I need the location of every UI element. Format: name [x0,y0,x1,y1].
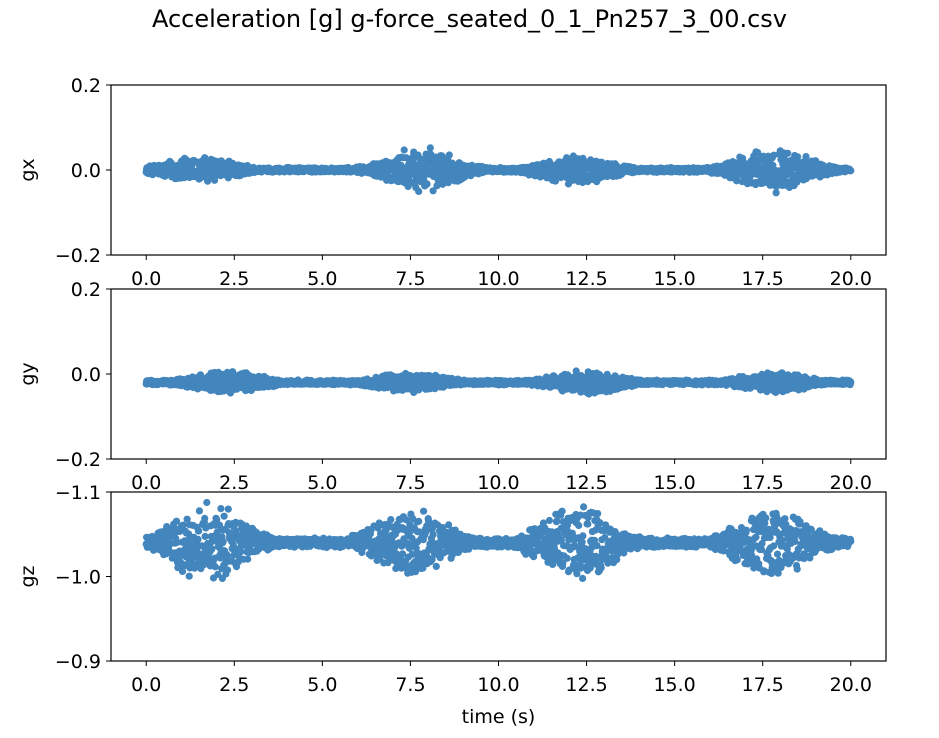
x-tick-label: 12.5 [565,472,607,494]
data-points [142,144,855,197]
data-point [429,187,437,195]
x-tick-label: 15.0 [653,268,695,290]
x-tick-label: 7.5 [395,268,425,290]
x-tick-label: 0.0 [131,268,161,290]
data-point [387,516,395,524]
data-point [415,187,423,195]
y-axis-label: gx [17,158,39,181]
data-point [195,507,203,515]
x-tick-label: 10.0 [477,472,519,494]
data-point [224,505,232,513]
x-tick-label: 0.0 [131,472,161,494]
data-point [211,176,219,184]
data-point [847,378,855,386]
y-axis-label: gy [17,362,39,385]
data-point [244,555,252,563]
data-point [224,566,232,574]
data-point [429,531,437,539]
data-points [142,367,855,398]
data-point [220,512,228,520]
data-point [219,538,227,546]
data-point [420,507,428,515]
x-tick-label: 17.5 [742,268,784,290]
y-tick-label: 0.0 [71,364,101,386]
data-point [794,153,802,161]
subplot-gz: 0.0 2.5 5.0 7.5 10.0 12.5 15.0 17.5 20.0−1.1−1.0… [17,482,887,728]
data-point [203,498,211,507]
data-point [217,505,225,513]
data-point [415,517,423,525]
data-point [208,545,216,553]
x-tick-label: 20.0 [830,472,872,494]
data-point [400,146,408,154]
chart-title: Acceleration [g] g-force_seated_0_1_Pn25… [151,5,787,33]
x-tick-label: 15.0 [653,472,695,494]
data-point [201,514,209,523]
x-tick-label: 2.5 [219,472,249,494]
data-point [733,177,741,185]
x-tick-label: 5.0 [307,472,337,494]
x-tick-label: 7.5 [395,472,425,494]
data-point [195,527,203,535]
x-tick-label: 12.5 [565,268,607,290]
data-point [211,563,219,571]
data-point [194,535,202,544]
y-tick-label: 0.0 [71,160,101,182]
data-point [204,177,212,185]
x-tick-label: 2.5 [219,268,249,290]
x-tick-label: 20.0 [830,268,872,290]
data-point [754,149,762,157]
x-tick-label: 17.5 [742,472,784,494]
data-point [185,572,193,580]
data-point [423,180,431,188]
data-point [433,182,441,190]
data-point [847,167,855,175]
data-point [772,189,780,197]
y-tick-label: 0.2 [71,75,101,97]
data-points [142,498,855,583]
data-point [426,144,434,152]
x-tick-label: 10.0 [477,268,519,290]
y-tick-label: 0.2 [71,279,101,301]
subplot-gx: 0.0 2.5 5.0 7.5 10.0 12.5 15.0 17.5 20.0 0.2 0.0 −0… [17,75,887,290]
subplot-gy: 0.0 2.5 5.0 7.5 10.0 12.5 15.0 17.5 20.0 0.2 0.0 −0… [17,279,887,494]
data-point [432,562,440,571]
y-tick-label: −0.2 [55,245,101,267]
x-tick-label: 5.0 [307,268,337,290]
data-point [445,151,453,159]
y-tick-label: −0.2 [55,449,101,471]
data-point [784,149,792,157]
